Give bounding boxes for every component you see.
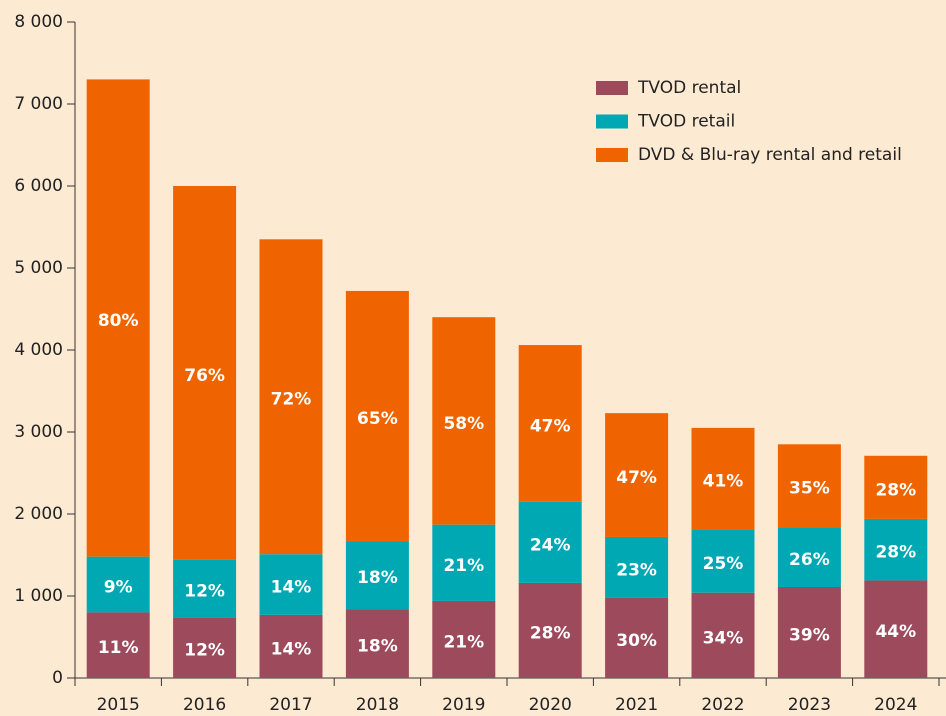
bar-segment	[518, 345, 582, 502]
y-tick-label: 8 000	[14, 12, 63, 32]
legend-label: TVOD retail	[637, 112, 735, 132]
bar-segment	[691, 427, 755, 530]
bar-segment	[518, 501, 582, 583]
segment-label: 65%	[357, 409, 398, 429]
y-tick-label: 5 000	[14, 258, 63, 278]
y-tick-label: 4 000	[14, 340, 63, 360]
bar-segment	[864, 518, 928, 581]
segment-label: 28%	[530, 623, 571, 643]
segment-label: 24%	[530, 535, 571, 555]
bar-segment	[605, 413, 669, 537]
segment-label: 14%	[271, 639, 312, 659]
bar-segment	[259, 614, 323, 678]
segment-label: 41%	[703, 472, 744, 492]
segment-label: 30%	[616, 631, 657, 651]
segment-label: 26%	[789, 550, 830, 570]
segment-label: 72%	[271, 390, 312, 410]
segment-label: 21%	[443, 556, 484, 576]
y-tick-label: 2 000	[14, 504, 63, 524]
x-tick-label: 2015	[97, 695, 140, 715]
bar-segment	[259, 554, 323, 615]
segment-label: 47%	[530, 416, 571, 436]
segment-label: 35%	[789, 479, 830, 499]
bar-segment	[259, 239, 323, 555]
segment-label: 39%	[789, 625, 830, 645]
segment-label: 18%	[357, 568, 398, 588]
x-tick-label: 2021	[615, 695, 658, 715]
x-tick-label: 2018	[356, 695, 399, 715]
bar-segment	[605, 536, 669, 598]
legend-swatch	[596, 81, 628, 95]
bar-segment	[864, 455, 928, 519]
bar-segment	[86, 79, 150, 557]
segment-label: 23%	[616, 560, 657, 580]
y-tick-label: 1 000	[14, 586, 63, 606]
legend-label: DVD & Blu-ray rental and retail	[638, 145, 902, 165]
segment-label: 28%	[875, 480, 916, 500]
y-tick-label: 3 000	[14, 422, 63, 442]
segment-label: 47%	[616, 468, 657, 488]
bar-segment	[86, 612, 150, 678]
bar-segment	[345, 290, 409, 542]
bar-segment	[432, 600, 496, 678]
bar-segment	[86, 556, 150, 613]
y-tick-label: 7 000	[14, 94, 63, 114]
legend-swatch	[596, 148, 628, 162]
segment-label: 12%	[184, 582, 225, 602]
bar-segment	[432, 317, 496, 525]
bar-segment	[432, 524, 496, 601]
legend-label: TVOD rental	[637, 78, 741, 98]
y-tick-label: 6 000	[14, 176, 63, 196]
segment-label: 11%	[98, 638, 139, 658]
x-tick-label: 2022	[701, 695, 744, 715]
x-tick-label: 2024	[874, 695, 917, 715]
segment-label: 18%	[357, 637, 398, 657]
bar-segment	[777, 586, 841, 678]
bar-segment	[864, 580, 928, 678]
segment-label: 12%	[184, 641, 225, 661]
y-tick-label: 0	[52, 668, 63, 688]
x-tick-label: 2020	[529, 695, 572, 715]
segment-label: 14%	[271, 578, 312, 598]
bar-segment	[691, 529, 755, 593]
bar-segment	[345, 541, 409, 610]
x-tick-label: 2019	[442, 695, 485, 715]
bar-segment	[173, 617, 237, 678]
segment-label: 76%	[184, 366, 225, 386]
segment-label: 21%	[443, 632, 484, 652]
bar-segment	[777, 527, 841, 587]
bar-segment	[777, 444, 841, 528]
segment-label: 44%	[875, 622, 916, 642]
bar-segment	[518, 582, 582, 678]
x-tick-label: 2023	[788, 695, 831, 715]
legend-swatch	[596, 114, 628, 129]
segment-label: 80%	[98, 311, 139, 331]
bar-segment	[605, 597, 669, 678]
segment-label: 58%	[443, 414, 484, 434]
segment-label: 25%	[703, 554, 744, 574]
bar-segment	[345, 609, 409, 678]
segment-label: 34%	[703, 628, 744, 648]
x-tick-label: 2017	[269, 695, 312, 715]
x-tick-label: 2016	[183, 695, 226, 715]
bar-segment	[173, 559, 237, 618]
bar-segment	[691, 592, 755, 678]
segment-label: 9%	[104, 578, 133, 598]
bar-segment	[173, 186, 237, 560]
segment-label: 28%	[875, 543, 916, 563]
